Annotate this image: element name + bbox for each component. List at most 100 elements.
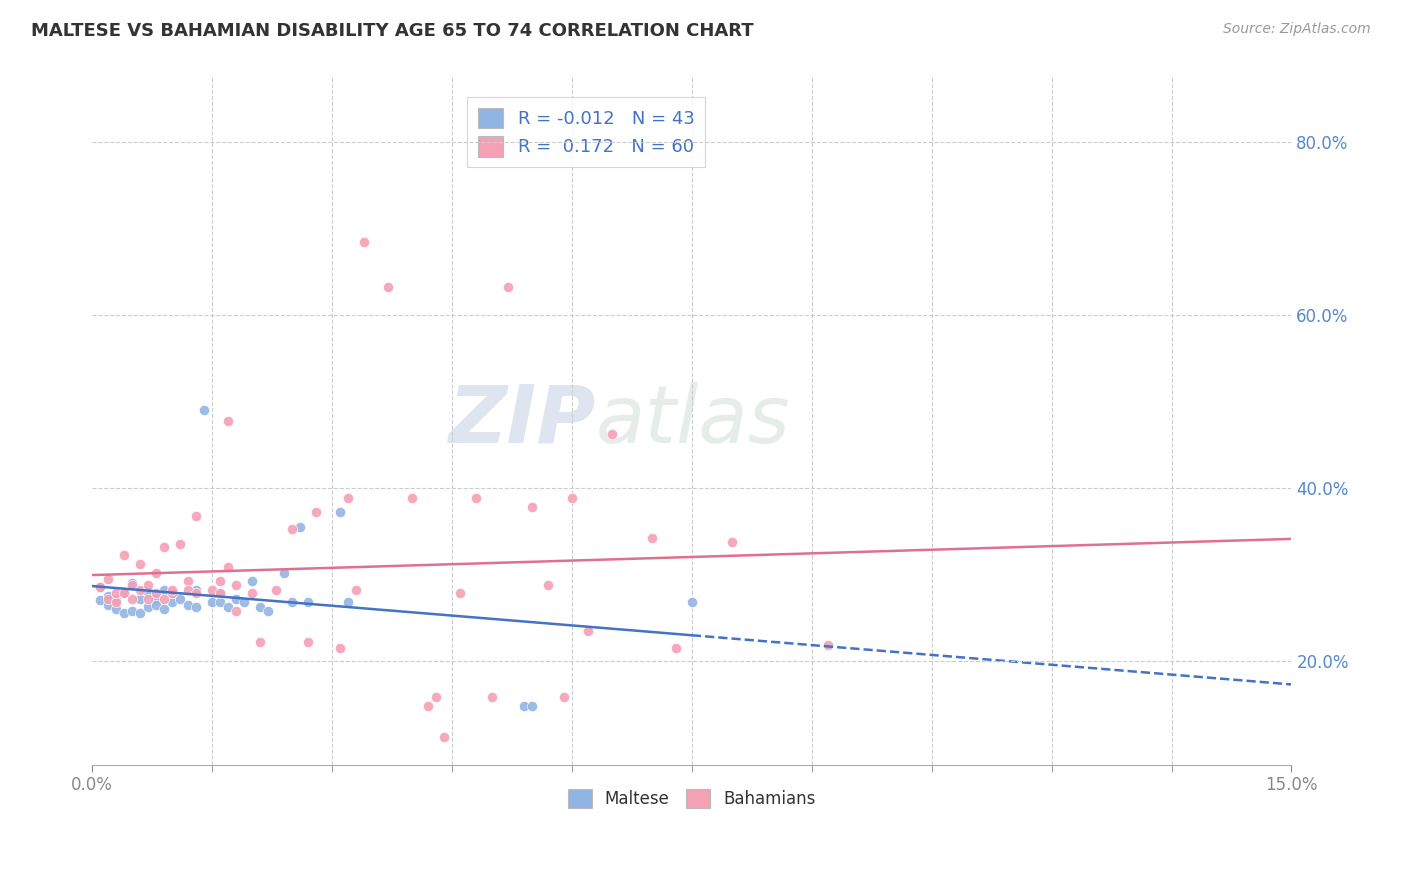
Point (281, 523, 304, 537)
Point (121, 576, 143, 591)
Point (225, 604, 247, 618)
Point (153, 591, 176, 606)
Point (225, 591, 247, 606)
Point (201, 582, 224, 597)
Legend: Maltese, Bahamians: Maltese, Bahamians (561, 782, 823, 814)
Point (553, 690, 575, 705)
Point (433, 730, 456, 744)
Point (297, 595, 319, 609)
Text: ZIP: ZIP (449, 382, 596, 460)
Point (129, 591, 152, 606)
Point (184, 586, 207, 600)
Point (169, 537, 191, 551)
Point (177, 582, 200, 597)
Point (160, 586, 183, 600)
Point (129, 582, 152, 597)
Point (89, 580, 111, 594)
Point (401, 491, 423, 506)
Point (344, 582, 367, 597)
Point (153, 602, 176, 616)
Point (209, 574, 232, 589)
Text: Source: ZipAtlas.com: Source: ZipAtlas.com (1223, 22, 1371, 37)
Point (136, 584, 159, 599)
Point (121, 591, 143, 606)
Point (240, 586, 263, 600)
Point (233, 595, 256, 609)
Point (264, 582, 287, 597)
Point (600, 427, 623, 442)
Point (136, 591, 159, 606)
Point (209, 586, 232, 600)
Point (465, 491, 488, 506)
Point (537, 578, 560, 592)
Point (136, 578, 159, 592)
Point (160, 595, 183, 609)
Point (641, 531, 664, 545)
Point (217, 413, 239, 427)
Point (720, 534, 742, 549)
Text: atlas: atlas (596, 382, 790, 460)
Point (136, 600, 159, 615)
Point (337, 491, 360, 506)
Point (105, 602, 128, 616)
Point (160, 586, 183, 600)
Point (97, 591, 120, 606)
Point (449, 586, 471, 600)
Point (184, 600, 207, 615)
Point (112, 549, 135, 563)
Point (681, 595, 703, 609)
Point (177, 598, 200, 612)
Point (305, 505, 328, 519)
Point (121, 604, 143, 618)
Point (217, 600, 239, 615)
Point (201, 595, 224, 609)
Point (249, 600, 271, 615)
Point (520, 500, 543, 514)
Point (329, 640, 352, 655)
Point (177, 574, 200, 589)
Point (153, 582, 176, 597)
Point (105, 586, 128, 600)
Text: MALTESE VS BAHAMIAN DISABILITY AGE 65 TO 74 CORRELATION CHART: MALTESE VS BAHAMIAN DISABILITY AGE 65 TO… (31, 22, 754, 40)
Point (112, 584, 135, 599)
Point (89, 593, 111, 607)
Point (576, 624, 599, 638)
Point (416, 698, 439, 713)
Point (184, 508, 207, 523)
Point (481, 690, 503, 705)
Point (665, 640, 688, 655)
Point (225, 578, 247, 592)
Point (145, 586, 167, 600)
Point (112, 586, 135, 600)
Point (249, 634, 271, 648)
Point (153, 540, 176, 554)
Point (496, 280, 519, 294)
Point (209, 586, 232, 600)
Point (425, 690, 447, 705)
Point (257, 604, 280, 618)
Point (520, 698, 543, 713)
Point (145, 591, 167, 606)
Point (145, 598, 167, 612)
Point (193, 403, 215, 417)
Point (217, 560, 239, 574)
Point (513, 698, 536, 713)
Point (129, 557, 152, 571)
Point (377, 280, 399, 294)
Point (561, 491, 583, 506)
Point (329, 505, 352, 519)
Point (121, 578, 143, 592)
Point (169, 591, 191, 606)
Point (97, 589, 120, 603)
Point (353, 235, 375, 249)
Point (112, 607, 135, 621)
Point (89, 580, 111, 594)
Point (209, 595, 232, 609)
Point (184, 582, 207, 597)
Point (288, 520, 311, 534)
Point (97, 598, 120, 612)
Point (281, 595, 304, 609)
Point (273, 566, 295, 580)
Point (145, 566, 167, 580)
Point (105, 595, 128, 609)
